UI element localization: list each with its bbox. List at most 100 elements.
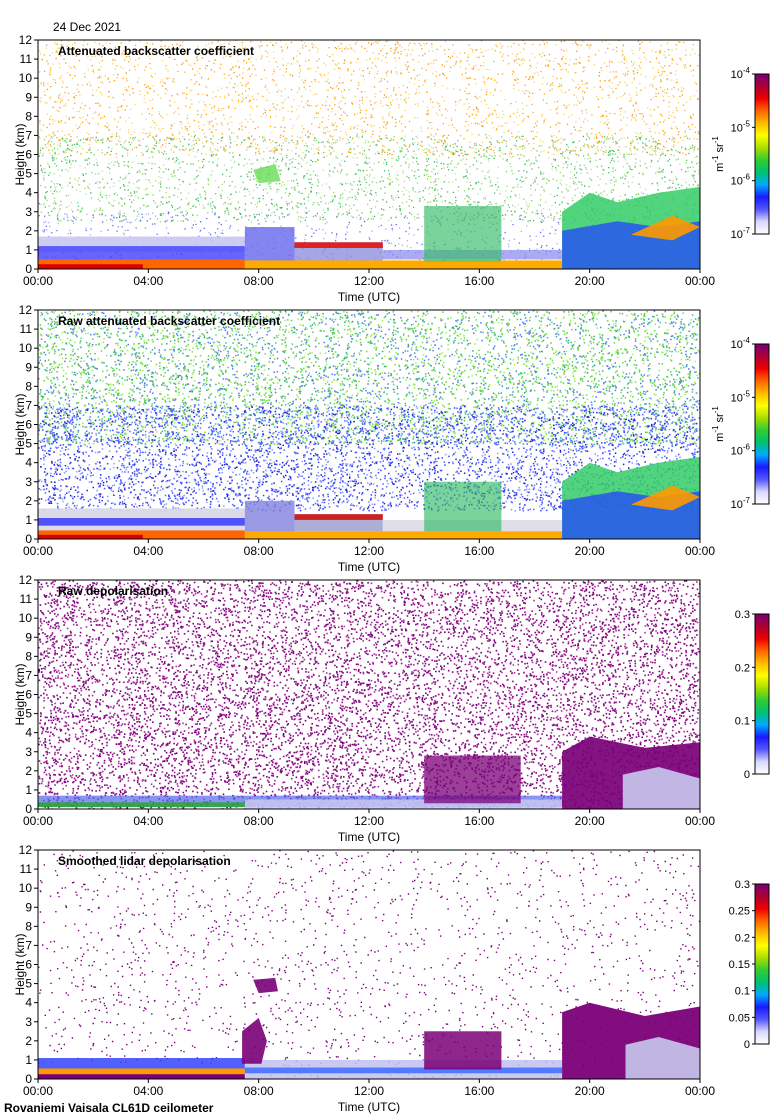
date-label: 24 Dec 2021 <box>53 20 122 34</box>
x-tick-label: 12:00 <box>354 1084 384 1098</box>
colorbar-tick-label: 0.05 <box>729 1012 750 1024</box>
x-tick-label: 00:00 <box>685 1084 715 1098</box>
y-tick-label: 12 <box>19 303 33 317</box>
y-tick-label: 10 <box>19 71 33 85</box>
y-tick-label: 5 <box>25 167 32 181</box>
colorbar-tick-label: 0 <box>744 769 750 781</box>
y-tick-label: 2 <box>25 224 32 238</box>
y-tick-label: 11 <box>20 862 33 876</box>
x-tick-label: 12:00 <box>354 274 384 288</box>
y-tick-label: 0 <box>25 262 32 276</box>
y-tick-label: 3 <box>25 205 32 219</box>
y-tick-label: 1 <box>25 243 32 257</box>
x-axis-label: Time (UTC) <box>338 830 400 844</box>
y-tick-label: 9 <box>25 900 32 914</box>
y-tick-label: 6 <box>25 148 32 162</box>
colorbar-tick-label: 10-7 <box>731 226 751 241</box>
colorbar <box>754 343 770 505</box>
y-tick-label: 2 <box>25 764 32 778</box>
x-tick-label: 08:00 <box>244 544 274 558</box>
y-tick-label: 0 <box>25 532 32 546</box>
colorbar-tick-label: 0 <box>744 1039 750 1051</box>
x-tick-label: 00:00 <box>23 1084 53 1098</box>
y-tick-label: 3 <box>25 475 32 489</box>
panel-4: Smoothed lidar depolarisation01234567891… <box>13 843 770 1114</box>
colorbar <box>754 73 770 235</box>
heatmap-field <box>38 850 700 1079</box>
x-tick-label: 20:00 <box>575 1084 605 1098</box>
y-tick-label: 2 <box>25 494 32 508</box>
x-tick-label: 00:00 <box>23 274 53 288</box>
footer-label: Rovaniemi Vaisala CL61D ceilometer <box>4 1101 214 1115</box>
y-tick-label: 4 <box>25 996 32 1010</box>
x-tick-label: 20:00 <box>575 814 605 828</box>
x-tick-label: 00:00 <box>685 544 715 558</box>
x-tick-label: 00:00 <box>685 814 715 828</box>
y-tick-label: 11 <box>20 52 33 66</box>
x-tick-label: 20:00 <box>575 544 605 558</box>
panel-2: Raw attenuated backscatter coefficient 0 1… <box>13 303 770 574</box>
colorbar-tick-label: 0.1 <box>735 986 750 998</box>
colorbar-tick-label: 0.1 <box>735 716 750 728</box>
x-tick-label: 00:00 <box>23 814 53 828</box>
y-tick-label: 7 <box>25 668 32 682</box>
y-tick-label: 4 <box>25 726 32 740</box>
x-axis-label: Time (UTC) <box>338 560 400 574</box>
x-tick-label: 08:00 <box>244 274 274 288</box>
x-tick-label: 12:00 <box>354 544 384 558</box>
colorbar <box>754 613 770 775</box>
y-tick-label: 10 <box>19 611 33 625</box>
y-tick-label: 8 <box>25 379 32 393</box>
panel-title: Raw depolarisation <box>58 584 168 598</box>
colorbar-tick-label: 0.3 <box>735 609 750 621</box>
y-axis-label: Height (km) <box>13 933 27 995</box>
panel-title: Attenuated backscatter coefficient <box>58 44 254 58</box>
y-tick-label: 7 <box>25 398 32 412</box>
colorbar-tick-label: 0.2 <box>735 932 750 944</box>
y-tick-label: 6 <box>25 958 32 972</box>
y-tick-label: 9 <box>25 630 32 644</box>
x-tick-label: 08:00 <box>244 814 274 828</box>
y-tick-label: 0 <box>25 1072 32 1086</box>
y-tick-label: 11 <box>20 592 33 606</box>
colorbar-tick-label: 10-4 <box>731 336 751 351</box>
colorbar-unit-label: m-1 sr-1 <box>711 136 726 172</box>
y-tick-label: 6 <box>25 688 32 702</box>
colorbar-unit-label: m-1 sr-1 <box>711 406 726 442</box>
y-tick-label: 8 <box>25 919 32 933</box>
x-tick-label: 04:00 <box>133 814 163 828</box>
y-tick-label: 10 <box>19 881 33 895</box>
y-tick-label: 8 <box>25 109 32 123</box>
x-tick-label: 00:00 <box>685 274 715 288</box>
y-tick-label: 5 <box>25 437 32 451</box>
x-tick-label: 12:00 <box>354 814 384 828</box>
y-tick-label: 3 <box>25 745 32 759</box>
y-tick-label: 1 <box>25 513 32 527</box>
panel-1: Attenuated backscatter coefficient012345… <box>13 33 770 304</box>
colorbar-tick-label: 10-7 <box>731 496 751 511</box>
colorbar-tick-label: 0.25 <box>729 906 750 918</box>
y-tick-label: 11 <box>20 322 33 336</box>
y-tick-label: 5 <box>25 707 32 721</box>
y-tick-label: 2 <box>25 1034 32 1048</box>
y-tick-label: 12 <box>19 33 33 47</box>
x-tick-label: 16:00 <box>464 1084 494 1098</box>
x-tick-label: 04:00 <box>133 544 163 558</box>
panel-title: Raw attenuated backscatter coefficient <box>58 314 280 328</box>
y-tick-label: 9 <box>25 360 32 374</box>
x-tick-label: 16:00 <box>464 814 494 828</box>
y-tick-label: 9 <box>25 90 32 104</box>
heatmap-field <box>38 310 700 539</box>
x-tick-label: 16:00 <box>464 544 494 558</box>
x-axis-label: Time (UTC) <box>338 290 400 304</box>
heatmap-field <box>38 580 700 809</box>
y-tick-label: 4 <box>25 186 32 200</box>
x-tick-label: 04:00 <box>133 1084 163 1098</box>
x-tick-label: 00:00 <box>23 544 53 558</box>
colorbar-tick-label: 10-6 <box>731 173 751 188</box>
y-tick-label: 0 <box>25 802 32 816</box>
colorbar-tick-label: 10-5 <box>731 389 751 404</box>
colorbar-tick-label: 0.2 <box>735 662 750 674</box>
y-tick-label: 10 <box>19 341 33 355</box>
